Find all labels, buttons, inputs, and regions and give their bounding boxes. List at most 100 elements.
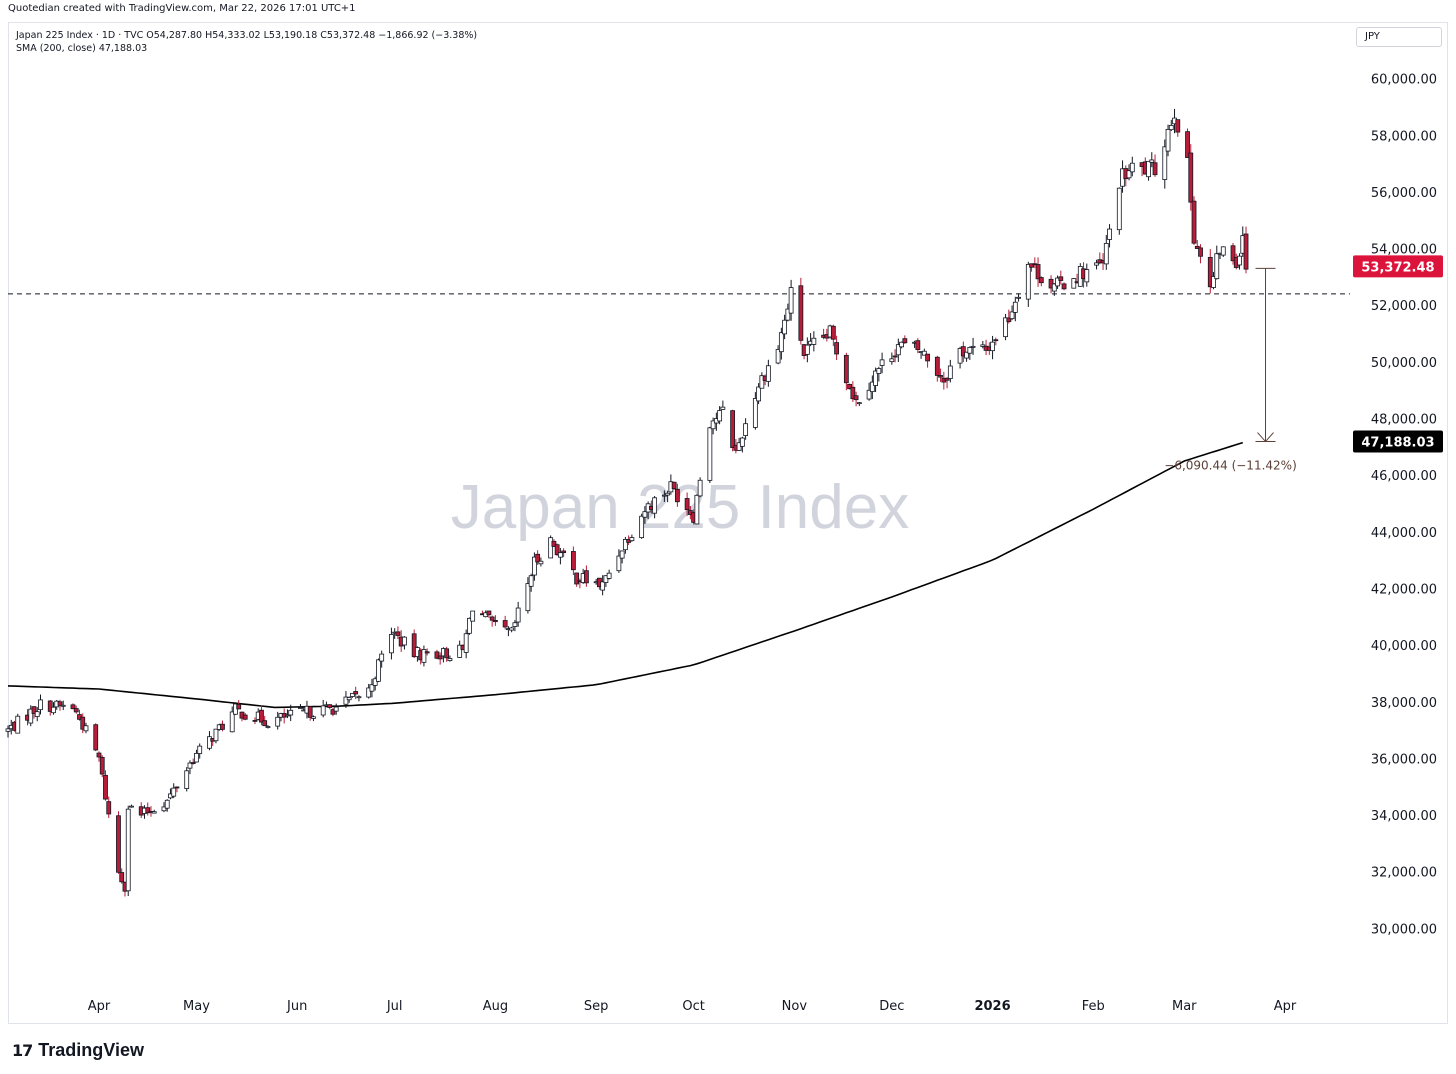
candle-body	[350, 692, 355, 697]
candle-body	[765, 365, 771, 382]
candle-body	[515, 607, 521, 623]
sma-legend[interactable]: SMA (200, close) 47,188.03	[16, 43, 148, 54]
candle-body	[1185, 131, 1190, 158]
candle-body	[717, 410, 723, 422]
candle-body	[327, 704, 333, 708]
tradingview-logo[interactable]: 17 TradingView	[12, 1040, 144, 1060]
x-tick-label: Sep	[584, 999, 609, 1014]
candle-body	[1061, 283, 1067, 290]
candle-body	[684, 498, 690, 511]
candle-body	[236, 703, 242, 710]
candle-body	[265, 726, 271, 728]
candle-body	[629, 537, 635, 542]
candle-body	[600, 581, 606, 591]
x-tick-label: Oct	[682, 999, 704, 1014]
candle-body	[720, 406, 726, 410]
candle-body	[554, 544, 560, 556]
candle-body	[528, 575, 534, 587]
candle-body	[434, 651, 440, 659]
candle-body	[1071, 278, 1077, 289]
candle-body	[938, 375, 943, 378]
candle-body	[710, 420, 716, 430]
y-tick-label: 44,000.00	[1371, 526, 1437, 541]
candle-body	[847, 383, 852, 390]
y-tick-label: 56,000.00	[1371, 186, 1437, 201]
candle-body	[892, 355, 898, 358]
sma-path	[7, 441, 1244, 709]
candle-body	[850, 386, 856, 400]
y-tick-label: 54,000.00	[1371, 243, 1437, 258]
candle-body	[548, 537, 554, 559]
candle-body	[1029, 263, 1034, 268]
candle-body	[51, 706, 56, 714]
candle-body	[785, 308, 791, 321]
candle-body	[707, 427, 713, 481]
candle-body	[307, 706, 313, 718]
candle-body	[330, 709, 336, 715]
candle-body	[38, 699, 43, 711]
y-tick-label: 46,000.00	[1371, 469, 1437, 484]
candle-body	[561, 550, 567, 554]
candle-body	[730, 410, 736, 448]
y-tick-label: 52,000.00	[1371, 299, 1437, 314]
candle-body	[171, 787, 177, 797]
candle-body	[1107, 228, 1112, 240]
candle-body	[275, 716, 281, 727]
y-tick-label: 58,000.00	[1371, 129, 1437, 144]
candle-body	[759, 375, 765, 389]
candle-body	[343, 696, 349, 705]
candle-body	[197, 745, 203, 754]
candle-body	[694, 494, 700, 525]
sma-value-tag-bg	[1353, 430, 1443, 453]
last-price-tag-label: 53,372.48	[1361, 260, 1434, 275]
time-axis[interactable]: Apr May Jun Jul Aug Sep Oct Nov Dec 2026 Feb Mar Apr	[88, 999, 1297, 1014]
candle-body	[424, 651, 430, 654]
candle-body	[1038, 277, 1044, 284]
tradingview-wordmark: TradingView	[38, 1039, 144, 1060]
candle-body	[915, 340, 921, 350]
candle-body	[1149, 159, 1155, 163]
candle-body	[947, 365, 953, 379]
candle-body	[964, 351, 969, 359]
candle-body	[967, 347, 973, 354]
candle-body	[194, 752, 199, 763]
candle-body	[489, 616, 495, 621]
measure-tool[interactable]: −6,090.44 (−11.42%)	[1164, 267, 1297, 473]
sma-200-line[interactable]	[7, 441, 1244, 709]
candle-body	[447, 658, 453, 661]
watermark: Japan 225 Index	[451, 473, 910, 542]
candle-body	[467, 617, 472, 634]
candle-body	[333, 706, 339, 712]
candle-body	[583, 570, 589, 584]
symbol-legend[interactable]: Japan 225 Index · 1D · TVC O54,287.80 H5…	[16, 30, 478, 41]
candle-body	[421, 649, 427, 663]
candle-body	[788, 287, 794, 314]
x-tick-label: Apr	[88, 999, 111, 1014]
candle-body	[207, 736, 212, 749]
candle-body	[843, 354, 849, 384]
candle-body	[376, 659, 381, 682]
candle-body	[1188, 152, 1194, 203]
candle-body	[606, 572, 612, 579]
candle-body	[993, 339, 999, 342]
candle-body	[356, 696, 362, 699]
candle-body	[1146, 160, 1151, 178]
y-tick-label: 30,000.00	[1371, 922, 1437, 937]
price-axis[interactable]: 30,000.00 32,000.00 34,000.00 36,000.00 38,0…	[1371, 73, 1437, 938]
candle-body	[1016, 296, 1021, 299]
candle-body	[1220, 246, 1226, 256]
y-tick-label: 50,000.00	[1371, 356, 1437, 371]
candles[interactable]	[5, 108, 1249, 897]
y-tick-label: 36,000.00	[1371, 752, 1437, 767]
currency-button[interactable]: JPY	[1356, 27, 1442, 47]
candle-body	[804, 344, 810, 355]
candle-body	[34, 711, 40, 717]
candle-body	[125, 808, 131, 892]
candle-body	[674, 488, 680, 503]
candle-body	[1084, 269, 1090, 283]
candle-body	[1055, 277, 1060, 287]
candle-body	[252, 719, 258, 722]
candle-body	[402, 636, 407, 646]
chart-caption: Quotedian created with TradingView.com, …	[8, 3, 356, 14]
